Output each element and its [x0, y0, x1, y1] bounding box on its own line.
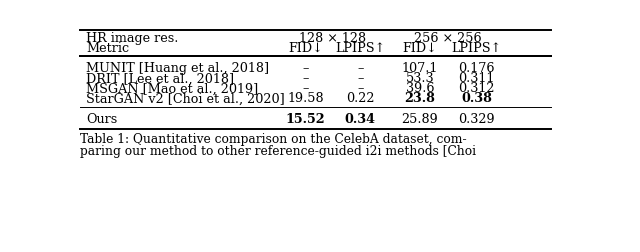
Text: 0.176: 0.176 — [458, 62, 495, 75]
Text: –: – — [303, 82, 309, 95]
Text: 0.34: 0.34 — [345, 113, 376, 126]
Text: FID↓: FID↓ — [403, 41, 437, 54]
Text: 0.22: 0.22 — [346, 92, 374, 105]
Text: –: – — [303, 62, 309, 75]
Text: MUNIT [Huang et al., 2018]: MUNIT [Huang et al., 2018] — [86, 62, 269, 75]
Text: –: – — [357, 62, 364, 75]
Text: 0.329: 0.329 — [458, 113, 495, 126]
Text: 107.1: 107.1 — [401, 62, 438, 75]
Text: 128 × 128: 128 × 128 — [300, 32, 367, 44]
Text: Metric: Metric — [86, 41, 129, 54]
Text: –: – — [357, 72, 364, 85]
Text: DRIT [Lee et al., 2018]: DRIT [Lee et al., 2018] — [86, 72, 234, 85]
Text: LPIPS↑: LPIPS↑ — [335, 41, 385, 54]
Text: 15.52: 15.52 — [286, 113, 326, 126]
Text: 0.38: 0.38 — [461, 92, 492, 105]
Text: Ours: Ours — [86, 113, 117, 126]
Text: HR image res.: HR image res. — [86, 32, 179, 44]
Text: 19.58: 19.58 — [287, 92, 324, 105]
Text: 39.6: 39.6 — [406, 82, 434, 95]
Text: –: – — [357, 82, 364, 95]
Text: 53.3: 53.3 — [406, 72, 434, 85]
Text: 256 × 256: 256 × 256 — [414, 32, 482, 44]
Text: Table 1: Quantitative comparison on the CelebA dataset, com-: Table 1: Quantitative comparison on the … — [80, 133, 467, 146]
Text: 0.311: 0.311 — [459, 72, 495, 85]
Text: StarGAN v2 [Choi et al., 2020]: StarGAN v2 [Choi et al., 2020] — [86, 92, 285, 105]
Text: –: – — [303, 72, 309, 85]
Text: paring our method to other reference-guided i2i methods [Choi: paring our method to other reference-gui… — [80, 144, 476, 157]
Text: 25.89: 25.89 — [401, 113, 438, 126]
Text: 23.8: 23.8 — [404, 92, 435, 105]
Text: LPIPS↑: LPIPS↑ — [452, 41, 502, 54]
Text: FID↓: FID↓ — [288, 41, 323, 54]
Text: MSGAN [Mao et al., 2019]: MSGAN [Mao et al., 2019] — [86, 82, 258, 95]
Text: 0.312: 0.312 — [458, 82, 495, 95]
